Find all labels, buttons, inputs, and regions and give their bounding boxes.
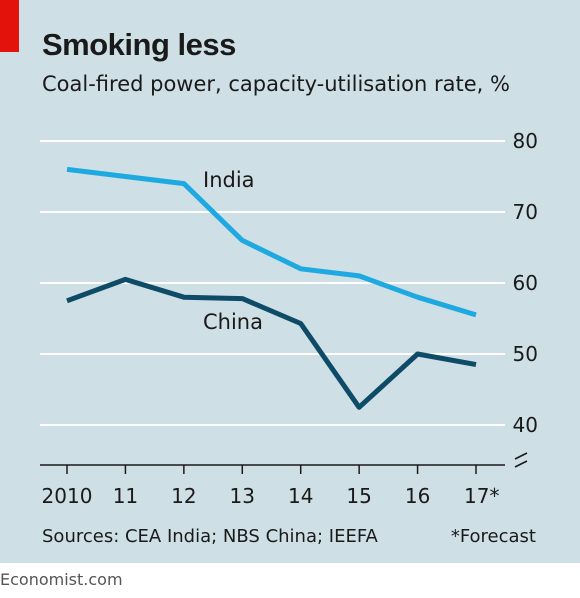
- red-tag: [0, 0, 19, 52]
- axis-break-icon: [514, 452, 528, 468]
- chart-panel: [0, 0, 580, 563]
- x-tick-label: 13: [230, 484, 255, 508]
- brand-logo-text: Economist.com: [0, 570, 123, 589]
- x-tick-label: 2010: [42, 484, 93, 508]
- y-tick-label: 60: [513, 271, 538, 295]
- series-labels: India China: [203, 168, 263, 334]
- axes: 40 50 60 70 80 2010 11 12 13 14 15 16 17*: [40, 129, 538, 508]
- series-label-china: China: [203, 310, 263, 334]
- x-tick-label: 15: [346, 484, 371, 508]
- series-line-china: [66, 276, 477, 410]
- line-chart: 40 50 60 70 80 2010 11 12 13 14 15 16 17* India China: [40, 129, 538, 508]
- x-tick-label: 12: [171, 484, 196, 508]
- series: [66, 166, 477, 410]
- y-tick-label: 70: [513, 200, 538, 224]
- chart-title: Smoking less: [42, 27, 236, 62]
- series-line-india: [66, 166, 477, 318]
- chart-subtitle: Coal-fired power, capacity-utilisation r…: [42, 72, 510, 96]
- series-label-india: India: [203, 168, 255, 192]
- x-tick-label: 14: [288, 484, 313, 508]
- x-tick-label: 11: [113, 484, 138, 508]
- y-tick-label: 50: [513, 342, 538, 366]
- y-tick-label: 40: [513, 413, 538, 437]
- x-tick-label: 17*: [464, 484, 499, 508]
- source-note: Sources: CEA India; NBS China; IEEFA: [42, 526, 378, 547]
- x-tick-label: 16: [405, 484, 430, 508]
- forecast-note: *Forecast: [450, 526, 536, 547]
- y-tick-label: 80: [513, 129, 538, 153]
